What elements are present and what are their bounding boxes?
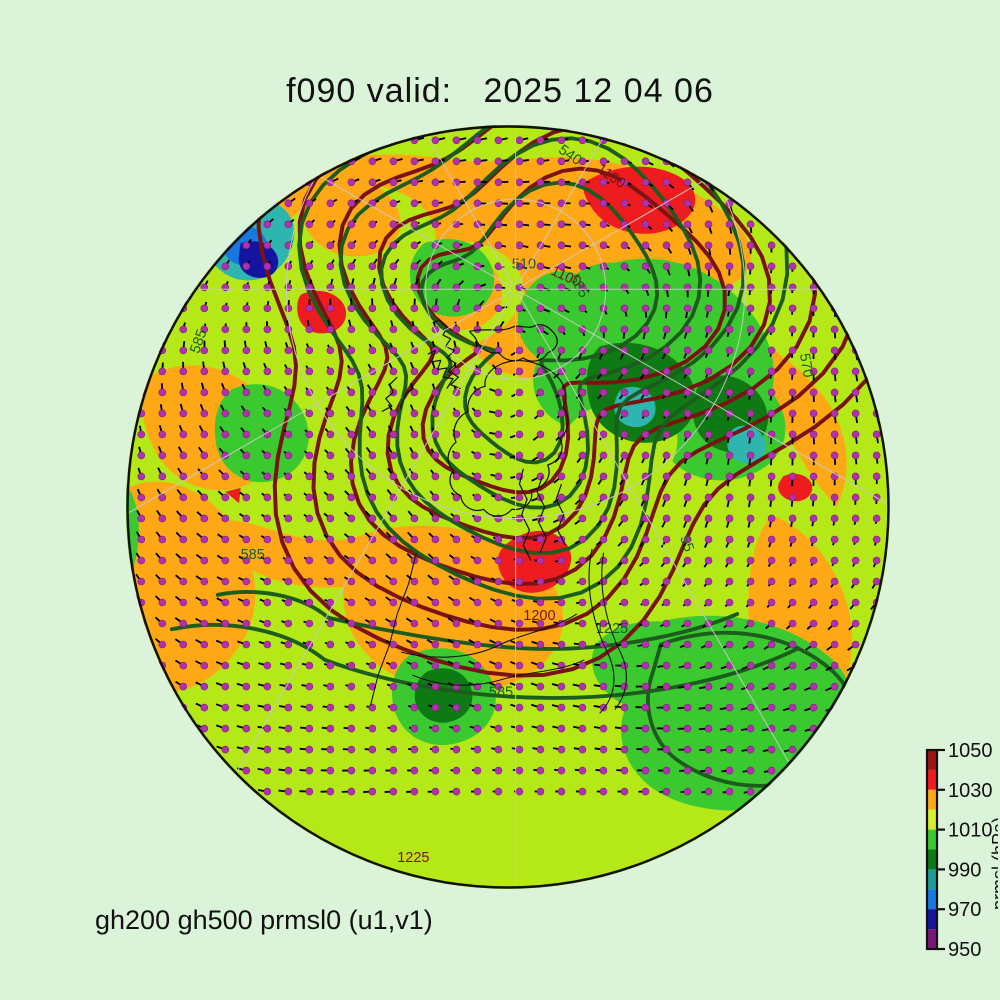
svg-text:585: 585 bbox=[241, 547, 265, 563]
svg-text:1010: 1010 bbox=[948, 820, 993, 842]
svg-text:585: 585 bbox=[489, 684, 513, 700]
svg-text:970: 970 bbox=[948, 899, 981, 921]
svg-text:505: 505 bbox=[831, 274, 854, 302]
svg-text:1225: 1225 bbox=[397, 850, 429, 866]
svg-text:1200: 1200 bbox=[523, 608, 555, 624]
svg-text:1030: 1030 bbox=[948, 780, 993, 802]
svg-text:1050: 1050 bbox=[948, 740, 993, 762]
svg-text:950: 950 bbox=[948, 939, 981, 961]
svg-text:990: 990 bbox=[948, 859, 981, 881]
svg-text:1225: 1225 bbox=[596, 621, 628, 637]
svg-text:prmsl (hPa): prmsl (hPa) bbox=[989, 817, 998, 910]
